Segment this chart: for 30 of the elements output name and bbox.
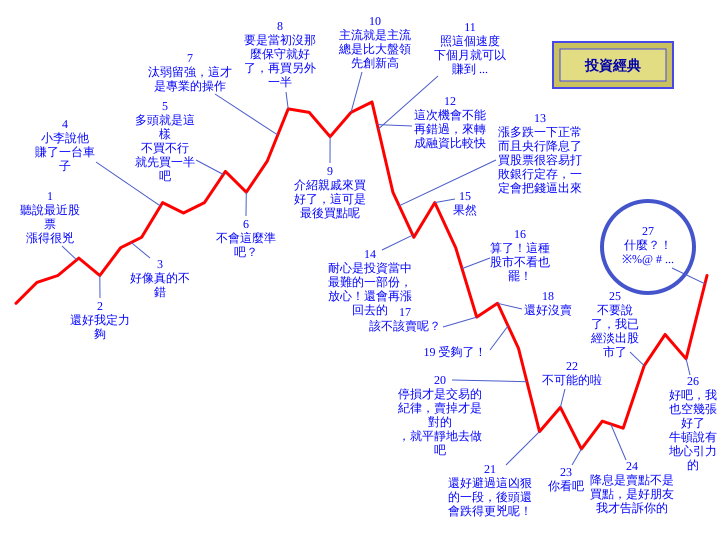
- annotation: 1 聽說最近股票漲得很兇: [20, 189, 80, 260]
- annotation: 15 果然: [434, 189, 477, 217]
- annotation: 18 還好沒賣: [497, 289, 572, 317]
- annotation: 15 果然: [453, 189, 477, 217]
- annotation: 3 好像真的不錯: [130, 257, 190, 299]
- annotation: 9 介紹親戚來買好了，這可是最後買點呢: [294, 136, 366, 220]
- annotation: 6 不會這麼準吧？: [216, 217, 276, 259]
- annotation: 16 算了！這種股市不看也罷！: [462, 227, 550, 283]
- annotation: 19 受夠了！: [424, 345, 486, 359]
- annotation: 3 好像真的不錯: [130, 242, 190, 299]
- annotation: 22 不可能的啦: [542, 359, 602, 408]
- annotation: 2 還好我定力夠: [70, 299, 130, 341]
- annotation: 5 多頭就是這樣不買不行就先買一半吧: [135, 99, 195, 183]
- annotation: 2 還好我定力夠: [70, 275, 130, 341]
- annotation: 22 不可能的啦: [542, 359, 602, 387]
- annotation: 6 不會這麼準吧？: [216, 192, 276, 259]
- annotation: 4 小李說他賺了一台車子: [35, 117, 95, 173]
- annotation: 27 什麼？！※%@ # ...: [622, 224, 674, 266]
- annotation: 13 漲多跌一下正常而且央行降息了買股票很容易打敗銀行定存，一定會把錢逼出來: [498, 111, 582, 195]
- annotation: 16 算了！這種股市不看也罷！: [490, 227, 550, 283]
- annotation: 18 還好沒賣: [524, 289, 572, 317]
- title-text: 投資經典: [585, 59, 641, 74]
- annotation: 23 你看吧: [548, 448, 584, 493]
- annotation: 9 介紹親戚來買好了，這可是最後買點呢: [294, 164, 366, 220]
- annotation: 5 多頭就是這樣不買不行就先買一半吧: [135, 99, 224, 183]
- annotation: 12 這次機會不能再錯過，來轉成融資比較快: [414, 94, 486, 150]
- annotation: 8 要是當初沒那麼保守就好了，再買另外一半: [244, 19, 316, 110]
- annotation: 20 停損才是交易的紀律，賣掉才是對的，就平靜地去做吧: [398, 373, 528, 457]
- annotation: 1 聽說最近股票漲得很兇: [20, 189, 80, 245]
- annotation: 20 停損才是交易的紀律，賣掉才是對的，就平靜地去做吧: [398, 373, 482, 457]
